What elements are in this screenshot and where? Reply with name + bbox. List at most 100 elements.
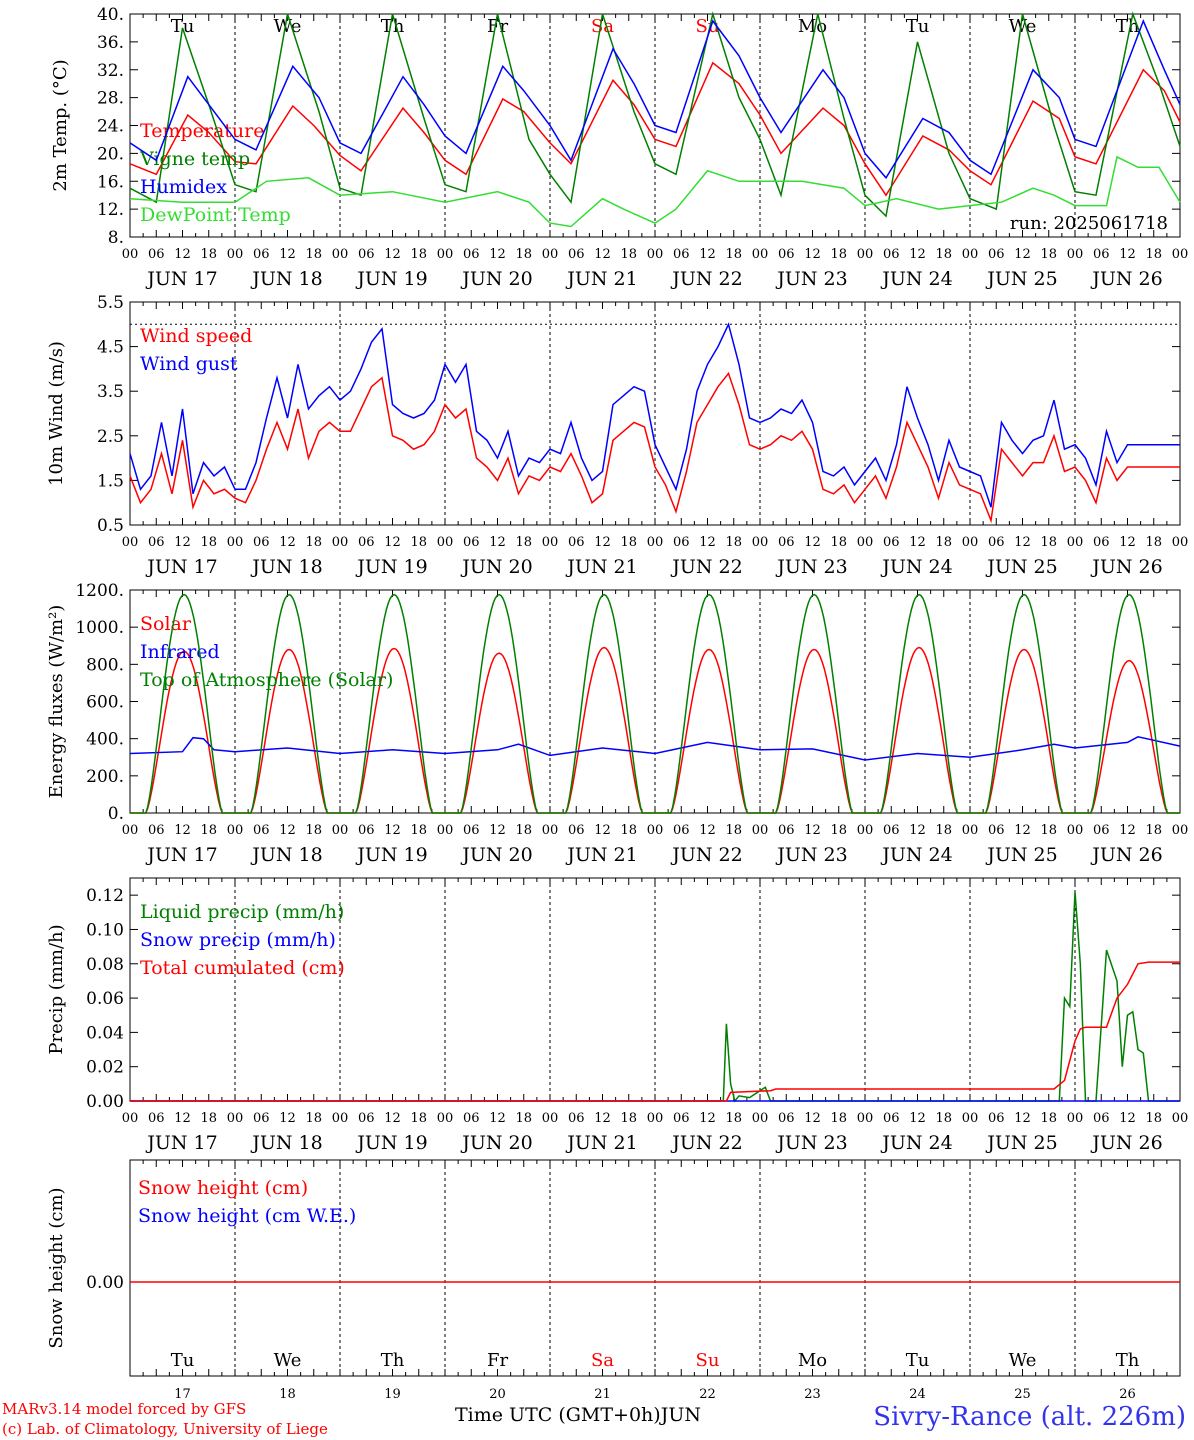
x-hour-label: 12 [174,535,191,550]
x-day-label: JUN 19 [355,844,427,866]
x-day-label: JUN 23 [775,268,847,290]
x-hour-label: 18 [830,535,847,550]
x-hour-label: 12 [1014,247,1031,262]
y-tick-label: 600. [86,693,124,713]
x-day-label: JUN 22 [670,556,742,578]
weekday-label: Sa [591,1350,614,1371]
x-hour-label: 12 [489,535,506,550]
x-day-label: JUN 18 [250,556,322,578]
x-hour-label: 06 [988,247,1005,262]
x-hour-label: 06 [358,1111,375,1126]
y-tick-label: 36. [97,33,124,53]
x-hour-label: 12 [804,247,821,262]
y-tick-label: 40. [97,5,124,25]
x-hour-label: 00 [122,535,139,550]
series-line-total-cumulated-cm [130,961,1180,1102]
legend-entry: Infrared [140,641,220,663]
x-hour-label: 06 [673,1111,690,1126]
x-day-label: JUN 26 [1090,556,1162,578]
weekday-label: Tu [171,1350,195,1371]
y-tick-label: 0.10 [86,920,124,940]
x-hour-label: 06 [568,535,585,550]
x-hour-label: 00 [332,247,349,262]
panel-3: 0. 200. 400. 600. 800. 1000. 1200. Energy fluxe… [46,581,1188,866]
x-day-label: JUN 19 [355,556,427,578]
x-hour-label: 00 [647,535,664,550]
x-hour-label: 00 [122,823,139,838]
weekday-label: Tu [906,1350,930,1371]
x-hour-label: 18 [200,247,217,262]
y-tick-label: 1000. [75,618,124,638]
y-tick-label: 3.5 [97,382,124,402]
x-hour-label: 06 [1093,1111,1110,1126]
weekday-label: Fr [487,1350,508,1371]
x-hour-label: 12 [384,247,401,262]
x-hour-label: 06 [988,823,1005,838]
weekday-label: We [1009,1350,1037,1371]
x-hour-label: 06 [253,1111,270,1126]
x-hour-label: 00 [857,535,874,550]
x-hour-label: 18 [1040,823,1057,838]
x-hour-label: 06 [358,535,375,550]
y-tick-label: 4.5 [97,338,124,358]
x-hour-label: 18 [410,247,427,262]
x-hour-label: 18 [725,1111,742,1126]
panel-1: 8. 12. 16. 20. 24. 28. 32. 36. 40. 2m Temp. (°C) 0… [50,5,1188,290]
x-day-label: JUN 21 [565,844,637,866]
x-hour-label: 18 [515,823,532,838]
x-day-label: JUN 18 [250,1132,322,1154]
series-line-temperature [129,61,1181,197]
x-hour-label: 00 [647,823,664,838]
weekday-label: Sa [591,16,614,37]
x-hour-label: 12 [174,247,191,262]
x-day-label: JUN 24 [880,1132,952,1154]
x-hour-label: 12 [1014,1111,1031,1126]
x-hour-label: 06 [358,247,375,262]
run-label: run: 2025061718 [1010,213,1168,234]
x-hour-label: 00 [437,535,454,550]
x-hour-label: 00 [962,535,979,550]
x-hour-label: 00 [542,535,559,550]
weekday-label: Th [1116,1350,1140,1371]
y-tick-label: 1200. [75,581,124,601]
legend-entry: Total cumulated (cm) [140,957,345,979]
legend-entry: Temperature [140,120,264,142]
x-hour-label: 18 [1145,535,1162,550]
x-day-label: JUN 24 [880,556,952,578]
y-tick-label: 1.5 [97,471,124,491]
x-hour-label: 06 [883,535,900,550]
x-hour-label: 12 [699,823,716,838]
panel-2: 0.5 1.5 2.5 3.5 4.5 5.5 10m Wind (m/s) 00 06 12 18… [46,293,1188,578]
x-hour-label: 12 [279,1111,296,1126]
x-hour-label: 00 [1067,247,1084,262]
x-hour-label: 06 [463,1111,480,1126]
x-day-label: JUN 17 [145,844,217,866]
y-tick-label: 32. [97,61,124,81]
x-hour-label: 12 [909,1111,926,1126]
day-number-label: 22 [699,1387,716,1402]
x-hour-label: 00 [752,535,769,550]
day-number-label: 25 [1014,1387,1031,1402]
x-day-label: JUN 24 [880,268,952,290]
y-tick-label: 0.04 [86,1023,124,1043]
x-hour-label: 00 [332,535,349,550]
weekday-label: Th [1116,16,1140,37]
day-number-label: 19 [384,1387,401,1402]
time-axis-text: Time UTC (GMT+0h) [455,1404,661,1426]
x-hour-label: 06 [988,1111,1005,1126]
y-tick-label: 0.00 [86,1092,124,1112]
x-hour-label: 18 [305,247,322,262]
y-axis-label: Energy fluxes (W/m²) [46,605,67,799]
day-number-label: 23 [804,1387,821,1402]
x-hour-label: 12 [594,1111,611,1126]
x-hour-label: 18 [515,535,532,550]
y-tick-label: 2.5 [97,427,124,447]
x-hour-label: 18 [410,1111,427,1126]
x-hour-label: 12 [384,1111,401,1126]
x-hour-label: 18 [200,535,217,550]
x-hour-label: 00 [227,823,244,838]
model-credit: MARv3.14 model forced by GFS [2,1400,247,1418]
x-hour-label: 12 [489,247,506,262]
x-hour-label: 12 [1014,823,1031,838]
x-hour-label: 00 [857,823,874,838]
